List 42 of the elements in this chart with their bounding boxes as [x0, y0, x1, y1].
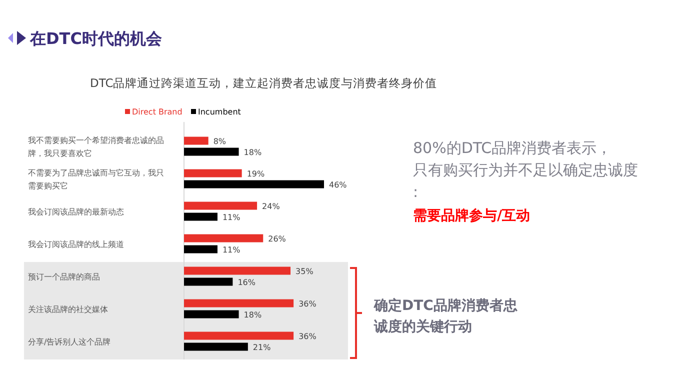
bar: [184, 342, 248, 351]
data-label: 26%: [268, 234, 286, 244]
chart-subtitle: DTC品牌通过跨渠道互动，建立起消费者忠诚度与消费者终身价值: [90, 76, 438, 90]
text: 需要品牌参与/互动: [413, 207, 530, 224]
data-label: 19%: [246, 169, 266, 178]
text: 80%的DTC品牌消费者表示，只有购买行为并不足以确定忠诚度:: [413, 139, 638, 201]
bar: [184, 202, 258, 210]
y-tick-label: 我不需要购买一个希望消费者忠诚的品牌，我只要喜欢它: [28, 136, 164, 158]
data-label: 24%: [262, 202, 280, 211]
data-label: 36%: [298, 299, 317, 308]
y-tick-label: 我会订阅该品牌的线上频道: [28, 240, 124, 249]
bar: [184, 266, 291, 275]
bar: [184, 148, 239, 156]
y-tick-label: 关注该品牌的社交媒体: [28, 304, 108, 314]
bar: [184, 234, 264, 242]
data-label: 11%: [222, 212, 241, 222]
data-label: 36%: [298, 332, 317, 341]
data-label: 8%: [213, 136, 226, 146]
y-tick-label: 不需要为了品牌忠诚而与它互动，我只需要购买它: [28, 168, 164, 190]
data-label: 11%: [222, 245, 241, 254]
y-tick-label: 预订一个品牌的商品: [28, 272, 100, 282]
bar: [184, 278, 233, 286]
text: 确定DTC品牌消费者忠诚度的关键行动: [373, 297, 518, 335]
bar: [184, 169, 242, 178]
bar: [184, 332, 294, 340]
y-tick-label: 我会订阅该品牌的最新动态: [28, 207, 124, 216]
chart-title: 在DTC时代的机会: [29, 29, 163, 48]
data-label: 21%: [252, 342, 272, 352]
data-label: 18%: [244, 148, 262, 157]
bar: [184, 136, 208, 145]
bar: [184, 212, 218, 221]
data-label: 18%: [244, 310, 262, 320]
data-label: 35%: [296, 266, 314, 276]
legend-label: Incumbent: [198, 108, 241, 116]
bar: [184, 245, 218, 254]
y-tick-label: 分享/告诉别人这个品牌: [28, 337, 111, 346]
bar: [184, 180, 324, 188]
bar: [184, 299, 294, 308]
legend-label: Direct Brand: [132, 108, 182, 116]
bar: [184, 310, 239, 318]
data-label: 46%: [329, 180, 348, 190]
data-label: 16%: [238, 278, 256, 287]
